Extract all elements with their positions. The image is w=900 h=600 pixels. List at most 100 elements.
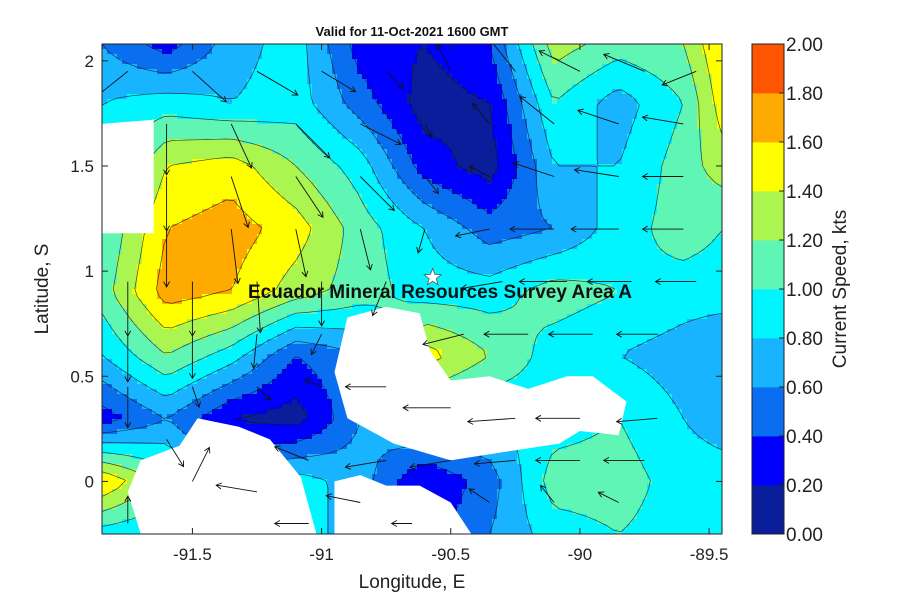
field-cell xyxy=(382,229,388,235)
field-cell xyxy=(412,239,418,245)
field-cell xyxy=(247,184,253,190)
field-cell xyxy=(472,109,478,115)
field-cell xyxy=(422,224,428,230)
field-cell xyxy=(177,214,183,220)
field-cell xyxy=(662,54,668,60)
field-cell xyxy=(467,129,473,135)
field-cell xyxy=(697,219,703,225)
field-cell xyxy=(102,99,108,105)
field-cell xyxy=(152,144,158,150)
field-cell xyxy=(582,119,588,125)
field-cell xyxy=(417,84,423,90)
field-cell xyxy=(212,109,218,115)
field-cell xyxy=(437,224,443,230)
field-cell xyxy=(487,44,493,50)
field-cell xyxy=(342,189,348,195)
field-cell xyxy=(322,49,328,55)
field-cell xyxy=(272,244,278,250)
field-cell xyxy=(642,119,648,125)
field-cell xyxy=(327,134,333,140)
field-cell xyxy=(492,74,498,80)
field-cell xyxy=(292,119,298,125)
field-cell xyxy=(232,224,238,230)
field-cell xyxy=(367,229,373,235)
field-cell xyxy=(652,144,658,150)
field-cell xyxy=(527,159,533,165)
field-cell xyxy=(527,109,533,115)
field-cell xyxy=(282,204,288,210)
field-cell xyxy=(247,224,253,230)
field-cell xyxy=(232,54,238,60)
field-cell xyxy=(127,74,133,80)
field-cell xyxy=(472,219,478,225)
field-cell xyxy=(247,169,253,175)
field-cell xyxy=(197,184,203,190)
field-cell xyxy=(532,234,538,240)
field-cell xyxy=(562,119,568,125)
field-cell xyxy=(502,209,508,215)
field-cell xyxy=(157,194,163,200)
field-cell xyxy=(622,189,628,195)
field-cell xyxy=(507,224,513,230)
field-cell xyxy=(567,154,573,160)
field-cell xyxy=(432,174,438,180)
field-cell xyxy=(217,124,223,130)
field-cell xyxy=(202,44,208,50)
field-cell xyxy=(667,199,673,205)
field-cell xyxy=(302,169,308,175)
field-cell xyxy=(572,179,578,185)
field-cell xyxy=(707,239,713,245)
field-cell xyxy=(402,209,408,215)
field-cell xyxy=(107,79,113,85)
field-cell xyxy=(122,49,128,55)
field-cell xyxy=(532,144,538,150)
field-cell xyxy=(472,159,478,165)
field-cell xyxy=(627,139,633,145)
field-cell xyxy=(422,219,428,225)
field-cell xyxy=(562,69,568,75)
field-cell xyxy=(237,159,243,165)
field-cell xyxy=(187,134,193,140)
field-cell xyxy=(352,129,358,135)
field-cell xyxy=(162,209,168,215)
field-cell xyxy=(522,44,528,50)
field-cell xyxy=(632,184,638,190)
field-cell xyxy=(617,234,623,240)
field-cell xyxy=(657,154,663,160)
field-cell xyxy=(227,49,233,55)
field-cell xyxy=(357,164,363,170)
field-cell xyxy=(532,104,538,110)
field-cell xyxy=(412,189,418,195)
field-cell xyxy=(597,199,603,205)
field-cell xyxy=(717,189,722,195)
field-cell xyxy=(622,169,628,175)
field-cell xyxy=(357,189,363,195)
field-cell xyxy=(202,234,208,240)
field-cell xyxy=(482,109,488,115)
field-cell xyxy=(197,69,203,75)
field-cell xyxy=(152,139,158,145)
field-cell xyxy=(527,199,533,205)
field-cell xyxy=(432,69,438,75)
field-cell xyxy=(452,69,458,75)
field-cell xyxy=(562,59,568,65)
field-cell xyxy=(372,239,378,245)
field-cell xyxy=(197,244,203,250)
field-cell xyxy=(352,144,358,150)
field-cell xyxy=(372,199,378,205)
field-cell xyxy=(592,54,598,60)
field-cell xyxy=(622,44,628,50)
field-cell xyxy=(352,159,358,165)
field-cell xyxy=(132,79,138,85)
field-cell xyxy=(417,154,423,160)
field-cell xyxy=(352,84,358,90)
field-cell xyxy=(367,164,373,170)
field-cell xyxy=(452,169,458,175)
field-cell xyxy=(617,84,623,90)
field-cell xyxy=(617,104,623,110)
field-cell xyxy=(447,189,453,195)
field-cell xyxy=(337,104,343,110)
field-cell xyxy=(447,139,453,145)
field-cell xyxy=(682,159,688,165)
field-cell xyxy=(672,239,678,245)
